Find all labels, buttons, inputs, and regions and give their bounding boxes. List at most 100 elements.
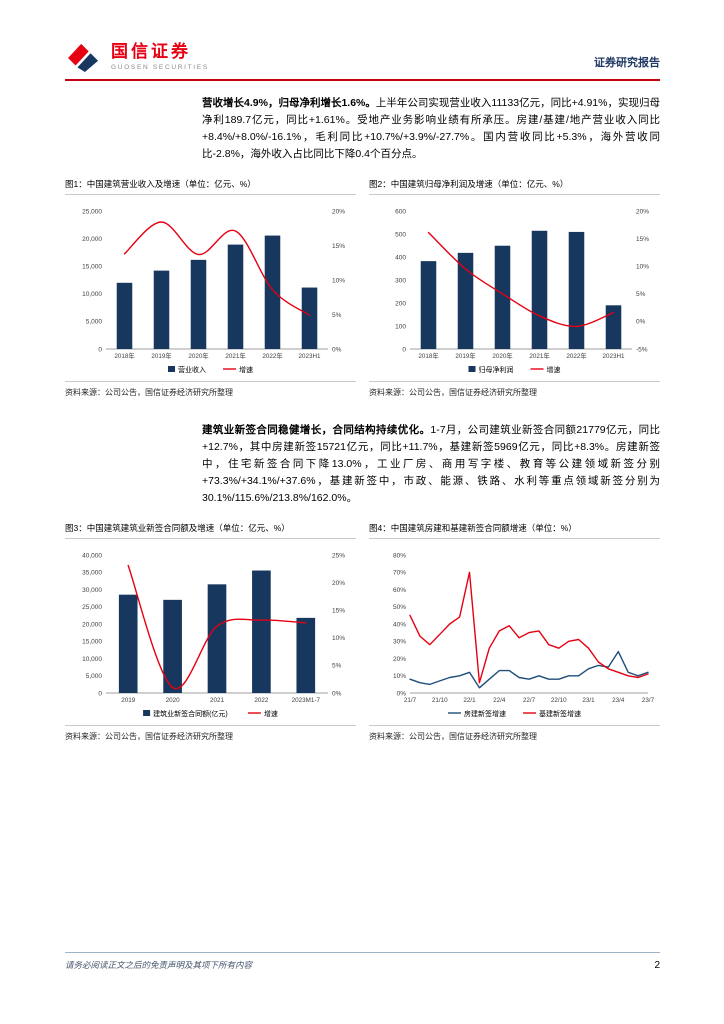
svg-text:2018年: 2018年 [418, 351, 438, 360]
figure-3-title: 图3：中国建筑建筑业新签合同额及增速（单位：亿元、%） [65, 519, 356, 539]
svg-text:5,000: 5,000 [85, 673, 102, 680]
svg-text:-5%: -5% [636, 346, 648, 353]
svg-text:23/4: 23/4 [612, 697, 625, 704]
svg-text:5%: 5% [332, 312, 342, 319]
figure-row-1: 图1：中国建筑营业收入及增速（单位：亿元、%） 0 5,000 10,000 15,0… [65, 175, 660, 398]
svg-text:2022年: 2022年 [566, 351, 586, 360]
figure-4: 图4：中国建筑房建和基建新签合同额增速（单位：%） 0% 10% 20% 30% 40%… [369, 519, 660, 742]
svg-text:15%: 15% [332, 243, 345, 250]
svg-text:600: 600 [395, 208, 406, 215]
svg-text:2023H1: 2023H1 [298, 353, 321, 360]
svg-text:0%: 0% [396, 690, 406, 697]
paragraph-contracts-body: 1-7月，公司建筑业新签合同额21779亿元，同比+12.7%，其中房建新签15… [202, 424, 660, 504]
logo-name-en: GUOSEN SECURITIES [111, 64, 209, 72]
figure-3-source: 资料来源：公司公告，国信证券经济研究所整理 [65, 725, 356, 742]
guosen-logo-icon [68, 43, 99, 72]
svg-text:2023H1: 2023H1 [602, 353, 625, 360]
svg-text:20,000: 20,000 [82, 621, 102, 628]
svg-text:0: 0 [98, 690, 102, 697]
svg-text:0%: 0% [332, 346, 342, 353]
svg-text:10,000: 10,000 [82, 656, 102, 663]
svg-text:25,000: 25,000 [82, 208, 102, 215]
svg-text:22/7: 22/7 [522, 697, 535, 704]
svg-text:2020年: 2020年 [188, 351, 208, 360]
svg-text:5,000: 5,000 [85, 319, 102, 326]
svg-text:2021年: 2021年 [529, 351, 549, 360]
header-divider [65, 79, 660, 81]
svg-text:21/7: 21/7 [403, 697, 416, 704]
svg-text:0%: 0% [636, 319, 646, 326]
page-number: 2 [654, 960, 660, 971]
paragraph-contracts: 建筑业新签合同稳健增长，合同结构持续优化。1-7月，公司建筑业新签合同额2177… [202, 422, 660, 507]
svg-text:35,000: 35,000 [82, 570, 102, 577]
svg-text:营业收入: 营业收入 [178, 365, 206, 374]
svg-text:10,000: 10,000 [82, 291, 102, 298]
figure-2-chart: 0 100 200 300 400 500 600 -5% 0% 5% 10% 15% 20% 2018年… [395, 208, 649, 374]
svg-text:2022年: 2022年 [262, 351, 282, 360]
svg-text:0%: 0% [332, 690, 342, 697]
svg-text:40%: 40% [392, 621, 405, 628]
svg-text:2021年: 2021年 [225, 351, 245, 360]
svg-text:2022: 2022 [254, 697, 269, 704]
svg-text:0: 0 [98, 346, 102, 353]
figure-2-source: 资料来源：公司公告，国信证券经济研究所整理 [369, 381, 660, 398]
svg-text:增速: 增速 [546, 365, 560, 374]
svg-text:10%: 10% [636, 264, 649, 271]
svg-text:5%: 5% [636, 291, 646, 298]
svg-text:500: 500 [395, 231, 406, 238]
svg-text:2023M1-7: 2023M1-7 [291, 697, 320, 704]
svg-text:归母净利润: 归母净利润 [478, 365, 513, 374]
svg-text:增速: 增速 [263, 709, 277, 718]
svg-text:15,000: 15,000 [82, 639, 102, 646]
svg-text:30,000: 30,000 [82, 587, 102, 594]
svg-text:20%: 20% [392, 656, 405, 663]
figure-1-title: 图1：中国建筑营业收入及增速（单位：亿元、%） [65, 175, 356, 195]
svg-text:2021: 2021 [209, 697, 224, 704]
svg-text:23/1: 23/1 [582, 697, 595, 704]
paragraph-revenue-body: 上半年公司实现营业收入11133亿元，同比+4.91%，实现归母净利189.7亿… [202, 97, 660, 160]
svg-text:10%: 10% [392, 673, 405, 680]
svg-text:25,000: 25,000 [82, 604, 102, 611]
page-header: 国信证券 GUOSEN SECURITIES 证券研究报告 [65, 42, 660, 79]
svg-text:15%: 15% [332, 608, 345, 615]
svg-text:21/10: 21/10 [431, 697, 447, 704]
svg-text:房建新签增速: 房建新签增速 [464, 709, 506, 718]
svg-text:2019: 2019 [121, 697, 136, 704]
report-type-label: 证券研究报告 [594, 57, 660, 69]
logo-text: 国信证券 GUOSEN SECURITIES [111, 42, 209, 72]
figure-4-title: 图4：中国建筑房建和基建新签合同额增速（单位：%） [369, 519, 660, 539]
svg-text:40,000: 40,000 [82, 552, 102, 559]
svg-text:20,000: 20,000 [82, 236, 102, 243]
paragraph-revenue-lead: 营收增长4.9%，归母净利增长1.6%。 [202, 97, 376, 109]
svg-text:22/1: 22/1 [463, 697, 476, 704]
svg-text:30%: 30% [392, 639, 405, 646]
svg-text:60%: 60% [392, 587, 405, 594]
svg-text:2018年: 2018年 [114, 351, 134, 360]
svg-text:15,000: 15,000 [82, 264, 102, 271]
footer-disclaimer: 请务必阅读正文之后的免责声明及其项下所有内容 [65, 960, 253, 970]
svg-text:80%: 80% [392, 552, 405, 559]
figure-row-2: 图3：中国建筑建筑业新签合同额及增速（单位：亿元、%） 0 5,000 10,000… [65, 519, 660, 742]
svg-text:增速: 增速 [239, 365, 253, 374]
guosen-logo: 国信证券 GUOSEN SECURITIES [65, 42, 209, 72]
svg-text:50%: 50% [392, 604, 405, 611]
svg-text:300: 300 [395, 277, 406, 284]
figure-3-chart: 0 5,000 10,000 15,000 20,000 25,000 30,000 35,0… [82, 552, 345, 718]
figure-2: 图2：中国建筑归母净利润及增速（单位：亿元、%） 0 100 200 300 400 50… [369, 175, 660, 398]
paragraph-revenue: 营收增长4.9%，归母净利增长1.6%。上半年公司实现营业收入11133亿元，同… [202, 95, 660, 163]
figure-1-source: 资料来源：公司公告，国信证券经济研究所整理 [65, 381, 356, 398]
figure-4-source: 资料来源：公司公告，国信证券经济研究所整理 [369, 725, 660, 742]
svg-text:10%: 10% [332, 277, 345, 284]
svg-text:70%: 70% [392, 570, 405, 577]
svg-text:2019年: 2019年 [151, 351, 171, 360]
figure-3: 图3：中国建筑建筑业新签合同额及增速（单位：亿元、%） 0 5,000 10,000… [65, 519, 356, 742]
svg-text:10%: 10% [332, 635, 345, 642]
svg-text:20%: 20% [332, 208, 345, 215]
svg-text:15%: 15% [636, 236, 649, 243]
svg-text:23/7: 23/7 [641, 697, 654, 704]
svg-text:基建新签增速: 基建新签增速 [539, 709, 581, 718]
svg-text:25%: 25% [332, 552, 345, 559]
svg-text:5%: 5% [332, 663, 342, 670]
svg-text:2019年: 2019年 [455, 351, 475, 360]
